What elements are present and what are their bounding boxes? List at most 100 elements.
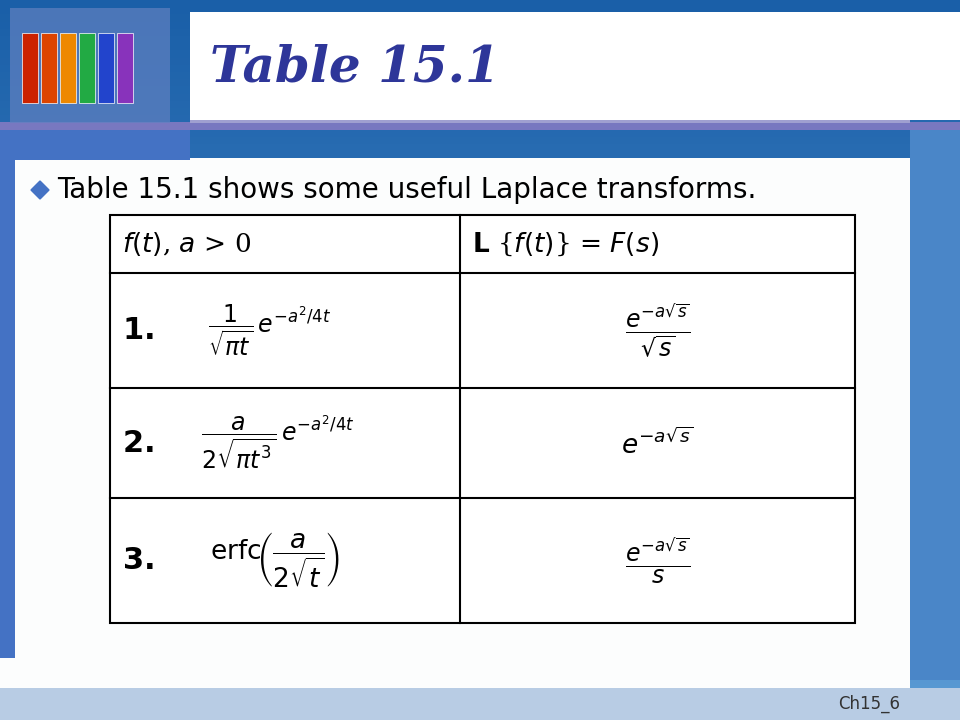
Bar bbox=[0, 223, 960, 230]
Bar bbox=[0, 7, 960, 14]
Bar bbox=[0, 626, 960, 634]
Bar bbox=[22, 33, 38, 103]
Bar bbox=[0, 43, 960, 50]
Bar bbox=[0, 396, 960, 403]
Bar bbox=[0, 115, 960, 122]
Bar bbox=[0, 518, 960, 526]
Text: $\dfrac{a}{2\sqrt{\pi t^3}}\,e^{-a^2/4t}$: $\dfrac{a}{2\sqrt{\pi t^3}}\,e^{-a^2/4t}… bbox=[202, 414, 355, 472]
Bar bbox=[0, 425, 960, 432]
Text: $e^{-a\sqrt{s}}$: $e^{-a\sqrt{s}}$ bbox=[621, 428, 694, 459]
Bar bbox=[0, 684, 960, 691]
Text: $\mathbf{L}$ {$\mathit{f(t)}$} = $\mathit{F(s)}$: $\mathbf{L}$ {$\mathit{f(t)}$} = $\mathi… bbox=[472, 230, 659, 258]
Bar bbox=[0, 688, 960, 720]
Bar bbox=[0, 461, 960, 468]
FancyBboxPatch shape bbox=[10, 8, 170, 123]
Bar bbox=[0, 403, 960, 410]
Bar bbox=[0, 634, 960, 641]
Bar bbox=[98, 33, 114, 103]
Text: Ch15_6: Ch15_6 bbox=[838, 695, 900, 713]
Bar bbox=[0, 482, 960, 490]
Bar bbox=[0, 576, 960, 583]
Bar bbox=[79, 33, 95, 103]
Bar bbox=[0, 94, 960, 101]
Bar bbox=[0, 310, 960, 317]
Bar bbox=[0, 526, 960, 533]
Bar bbox=[190, 12, 960, 120]
Bar bbox=[0, 166, 960, 173]
Bar bbox=[0, 374, 960, 382]
Bar bbox=[0, 677, 960, 684]
Bar bbox=[0, 432, 960, 439]
Text: $\mathbf{1.}$: $\mathbf{1.}$ bbox=[122, 315, 154, 346]
Bar bbox=[0, 605, 960, 612]
Bar bbox=[0, 439, 960, 446]
Bar bbox=[0, 86, 960, 94]
Bar bbox=[0, 130, 960, 137]
Bar bbox=[60, 33, 76, 103]
Bar bbox=[0, 173, 960, 180]
Bar bbox=[0, 266, 960, 274]
Bar bbox=[0, 454, 960, 461]
Bar bbox=[910, 130, 960, 680]
Bar bbox=[0, 562, 960, 569]
Bar bbox=[117, 33, 133, 103]
Bar bbox=[0, 151, 960, 158]
Bar bbox=[0, 29, 960, 36]
Bar bbox=[0, 353, 960, 360]
Bar bbox=[0, 158, 960, 166]
Bar bbox=[0, 216, 960, 223]
Bar bbox=[0, 382, 960, 389]
Bar bbox=[0, 691, 960, 698]
Bar bbox=[0, 317, 960, 324]
Text: $\dfrac{1}{\sqrt{\pi t}}\,e^{-a^2/4t}$: $\dfrac{1}{\sqrt{\pi t}}\,e^{-a^2/4t}$ bbox=[208, 302, 331, 359]
Bar bbox=[0, 367, 960, 374]
Bar bbox=[0, 158, 910, 688]
Bar bbox=[0, 324, 960, 331]
Text: $\mathbf{2.}$: $\mathbf{2.}$ bbox=[122, 428, 154, 459]
Bar bbox=[0, 36, 960, 43]
Bar bbox=[0, 101, 960, 108]
Bar bbox=[0, 338, 960, 346]
Bar bbox=[0, 670, 960, 677]
Bar bbox=[0, 533, 960, 540]
Bar bbox=[0, 547, 960, 554]
Bar bbox=[0, 504, 960, 511]
Bar bbox=[0, 252, 960, 259]
Bar bbox=[0, 598, 960, 605]
Bar bbox=[0, 180, 960, 187]
Bar bbox=[0, 238, 960, 245]
Bar bbox=[110, 215, 855, 623]
Bar bbox=[0, 612, 960, 619]
Bar bbox=[0, 158, 15, 658]
Text: $\mathit{f(t)}$, $\mathit{a}$ > 0: $\mathit{f(t)}$, $\mathit{a}$ > 0 bbox=[122, 230, 251, 258]
Bar bbox=[190, 120, 910, 123]
Bar bbox=[0, 410, 960, 418]
Bar bbox=[0, 281, 960, 288]
Bar bbox=[0, 302, 960, 310]
Bar bbox=[0, 288, 960, 295]
Bar bbox=[0, 706, 960, 713]
Bar bbox=[0, 648, 960, 655]
Text: Table 15.1: Table 15.1 bbox=[210, 43, 500, 92]
Bar bbox=[0, 713, 960, 720]
Bar bbox=[0, 245, 960, 252]
Bar bbox=[0, 641, 960, 648]
Bar bbox=[0, 50, 960, 58]
Bar bbox=[0, 331, 960, 338]
Bar bbox=[0, 209, 960, 216]
Bar bbox=[0, 158, 910, 688]
Bar bbox=[0, 360, 960, 367]
Text: $\mathrm{erfc}\!\left(\dfrac{a}{2\sqrt{t}}\right)$: $\mathrm{erfc}\!\left(\dfrac{a}{2\sqrt{t… bbox=[210, 531, 340, 590]
Bar bbox=[0, 490, 960, 497]
Text: $\dfrac{e^{-a\sqrt{s}}}{\sqrt{s}}$: $\dfrac{e^{-a\sqrt{s}}}{\sqrt{s}}$ bbox=[625, 302, 690, 359]
Bar bbox=[0, 58, 960, 65]
Bar bbox=[41, 33, 57, 103]
Polygon shape bbox=[31, 181, 49, 199]
Text: $\dfrac{e^{-a\sqrt{s}}}{s}$: $\dfrac{e^{-a\sqrt{s}}}{s}$ bbox=[625, 536, 690, 585]
Bar bbox=[0, 655, 960, 662]
Bar bbox=[0, 698, 960, 706]
Bar bbox=[0, 662, 960, 670]
Bar bbox=[0, 0, 960, 7]
Bar bbox=[0, 122, 960, 130]
Bar bbox=[0, 144, 960, 151]
